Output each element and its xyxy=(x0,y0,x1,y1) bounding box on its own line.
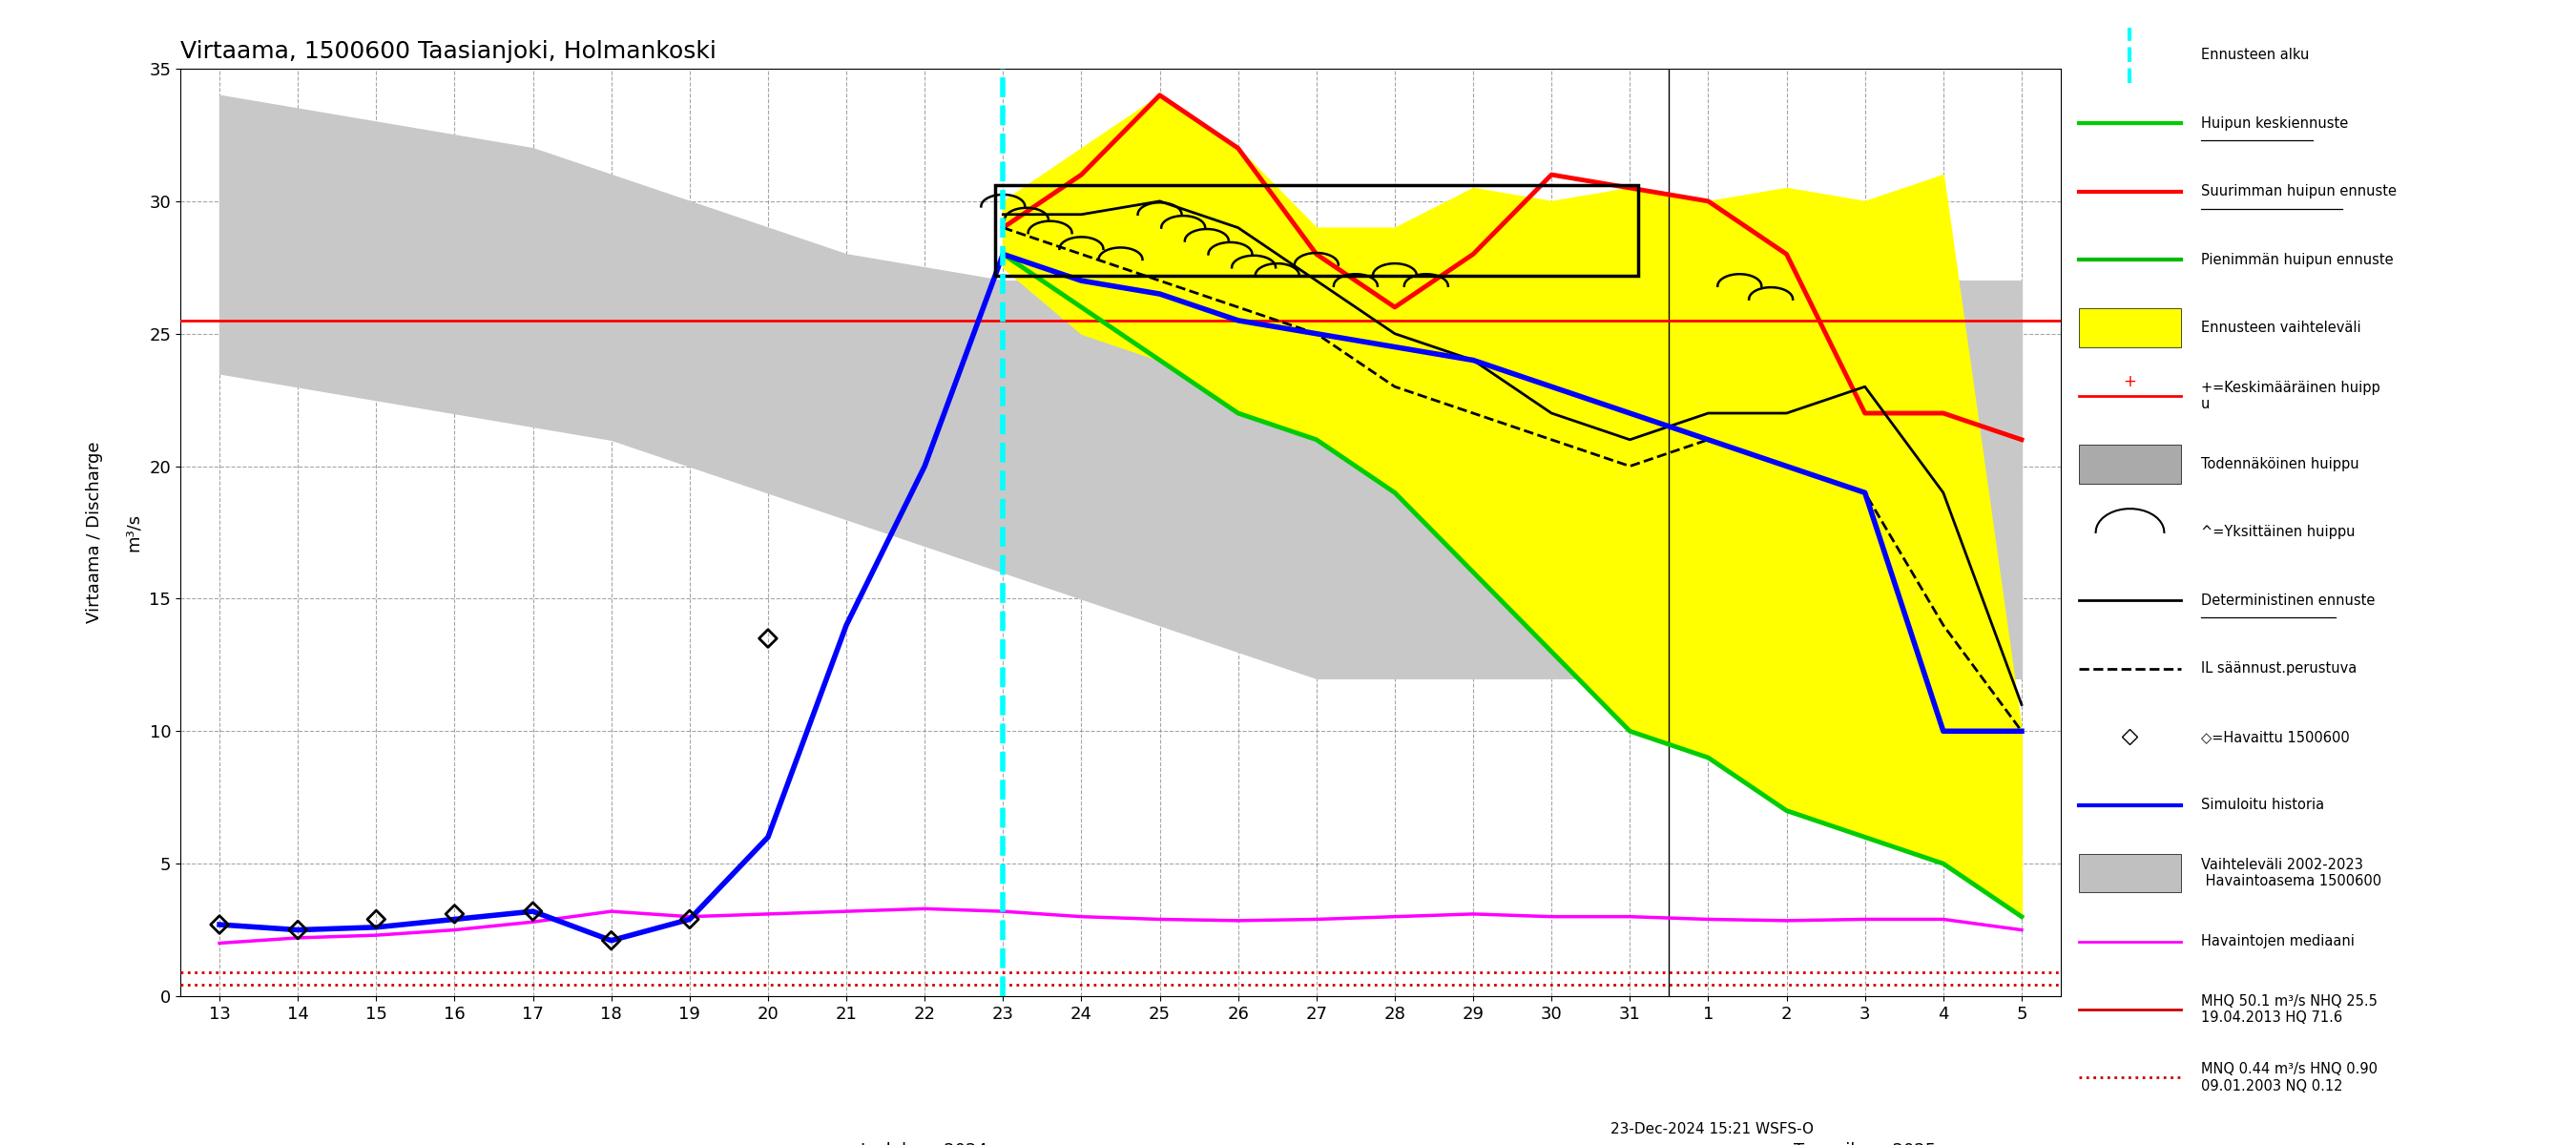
Text: Ennusteen vaihteleväli: Ennusteen vaihteleväli xyxy=(2200,321,2360,335)
Text: Vaihteleväli 2002-2023
 Havaintoasema 1500600: Vaihteleväli 2002-2023 Havaintoasema 150… xyxy=(2200,858,2380,889)
Text: +=Keskimääräinen huipp
u: +=Keskimääräinen huipp u xyxy=(2200,380,2380,411)
Bar xyxy=(994,185,1638,276)
Text: Joulukuu  2024
December: Joulukuu 2024 December xyxy=(860,1142,989,1145)
Text: Havaintojen mediaani: Havaintojen mediaani xyxy=(2200,934,2354,948)
Text: ^=Yksittäinen huippu: ^=Yksittäinen huippu xyxy=(2200,526,2354,539)
Point xyxy=(355,910,397,929)
Point xyxy=(670,910,711,929)
Point xyxy=(513,902,554,921)
Text: Todennäköinen huippu: Todennäköinen huippu xyxy=(2200,457,2360,472)
Text: +: + xyxy=(2123,373,2136,390)
Text: MHQ 50.1 m³/s NHQ 25.5
19.04.2013 HQ 71.6: MHQ 50.1 m³/s NHQ 25.5 19.04.2013 HQ 71.… xyxy=(2200,994,2378,1025)
Y-axis label: Virtaama / Discharge

m³/s: Virtaama / Discharge m³/s xyxy=(85,442,142,623)
Text: MNQ 0.44 m³/s HNQ 0.90
09.01.2003 NQ 0.12: MNQ 0.44 m³/s HNQ 0.90 09.01.2003 NQ 0.1… xyxy=(2200,1063,2378,1093)
Bar xyxy=(2079,854,2182,893)
Bar xyxy=(2079,308,2182,347)
Text: Virtaama, 1500600 Taasianjoki, Holmankoski: Virtaama, 1500600 Taasianjoki, Holmankos… xyxy=(180,40,716,63)
Text: Simuloitu historia: Simuloitu historia xyxy=(2200,798,2324,812)
Bar xyxy=(2079,444,2182,483)
Point xyxy=(590,931,631,949)
Text: IL säännust.perustuva: IL säännust.perustuva xyxy=(2200,662,2357,676)
Text: Pienimmän huipun ennuste: Pienimmän huipun ennuste xyxy=(2200,253,2393,267)
Point xyxy=(278,921,319,939)
Text: Huipun keskiennuste: Huipun keskiennuste xyxy=(2200,116,2349,131)
Text: 23-Dec-2024 15:21 WSFS-O: 23-Dec-2024 15:21 WSFS-O xyxy=(1610,1122,1814,1136)
Point xyxy=(198,916,240,934)
Text: Tammikuu  2025
January: Tammikuu 2025 January xyxy=(1793,1142,1937,1145)
Text: Suurimman huipun ennuste: Suurimman huipun ennuste xyxy=(2200,184,2396,199)
Point xyxy=(433,905,474,923)
Text: Deterministinen ennuste: Deterministinen ennuste xyxy=(2200,593,2375,608)
Point xyxy=(747,630,788,648)
Text: Ennusteen alku: Ennusteen alku xyxy=(2200,48,2308,62)
Text: ◇=Havaittu 1500600: ◇=Havaittu 1500600 xyxy=(2200,729,2349,744)
